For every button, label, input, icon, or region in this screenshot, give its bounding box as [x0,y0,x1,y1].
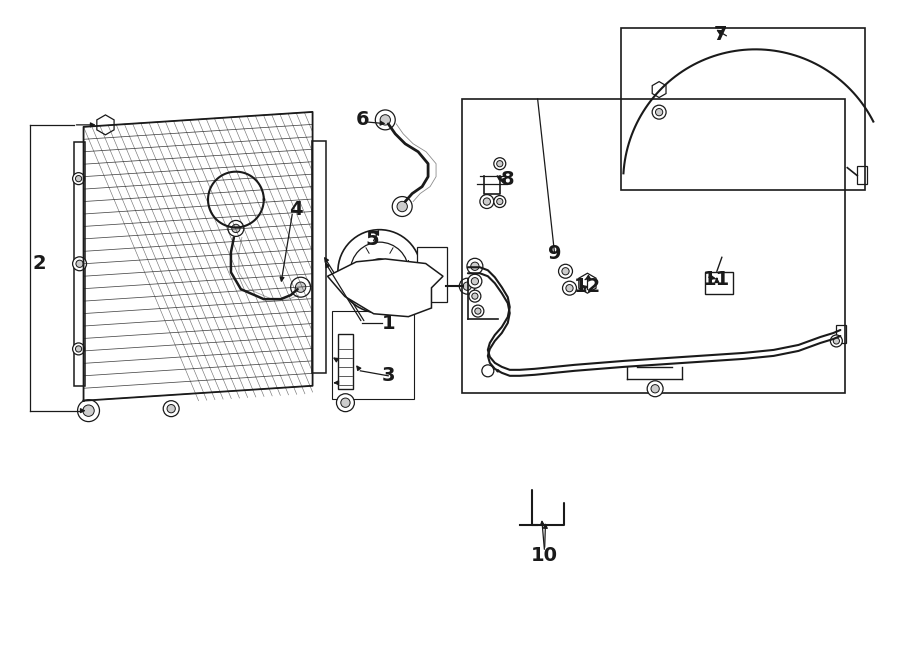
Circle shape [480,194,494,208]
Bar [338,334,354,389]
Text: 7: 7 [714,24,727,44]
Circle shape [392,196,412,217]
Text: 10: 10 [531,545,558,564]
Circle shape [167,405,176,413]
Text: 11: 11 [703,270,731,289]
Circle shape [295,282,306,292]
Circle shape [472,305,484,317]
Circle shape [468,274,482,288]
Bar [311,141,326,373]
Circle shape [566,284,573,292]
Circle shape [833,338,840,344]
Circle shape [497,161,503,167]
Circle shape [291,277,310,297]
Circle shape [482,365,494,377]
Circle shape [83,405,94,416]
Circle shape [73,343,85,355]
Text: 6: 6 [356,110,369,130]
Circle shape [652,105,666,119]
Circle shape [76,346,82,352]
Circle shape [76,260,83,268]
Circle shape [77,400,100,422]
Circle shape [350,242,409,300]
Circle shape [380,115,391,125]
Circle shape [651,385,660,393]
Circle shape [497,198,503,205]
Circle shape [73,173,85,184]
Circle shape [467,258,483,274]
Circle shape [232,224,240,233]
Circle shape [647,381,663,397]
Circle shape [76,176,82,182]
Circle shape [163,401,179,416]
Text: 12: 12 [574,277,601,295]
Circle shape [464,282,472,290]
Circle shape [562,268,569,275]
Polygon shape [579,273,596,293]
Text: 3: 3 [382,366,395,385]
Circle shape [397,202,408,212]
Polygon shape [97,115,114,135]
Circle shape [562,281,577,295]
Circle shape [831,335,842,347]
Circle shape [472,293,478,299]
Circle shape [228,221,244,237]
Circle shape [472,278,479,285]
Bar [332,311,414,399]
Text: 4: 4 [289,200,302,219]
Text: 9: 9 [548,244,562,263]
Circle shape [655,108,662,116]
Circle shape [471,262,479,270]
Bar [417,247,447,302]
Bar [836,325,846,343]
Circle shape [367,258,392,284]
Bar [621,28,865,190]
Polygon shape [652,81,666,98]
Circle shape [338,229,421,313]
Circle shape [469,290,481,302]
Bar [74,142,85,386]
Text: 8: 8 [501,170,515,189]
Circle shape [475,308,481,314]
Text: 1: 1 [382,313,395,332]
Circle shape [559,264,572,278]
Circle shape [341,398,350,407]
Circle shape [494,158,506,170]
Circle shape [483,198,490,205]
Bar [858,166,868,184]
Circle shape [497,370,499,372]
Text: 5: 5 [365,230,379,249]
Circle shape [494,196,506,208]
Bar [462,99,845,393]
Bar [705,272,733,294]
Text: 2: 2 [33,254,47,273]
Circle shape [337,394,355,412]
Circle shape [73,257,86,271]
Circle shape [459,278,475,294]
Polygon shape [328,259,443,317]
Circle shape [375,110,395,130]
